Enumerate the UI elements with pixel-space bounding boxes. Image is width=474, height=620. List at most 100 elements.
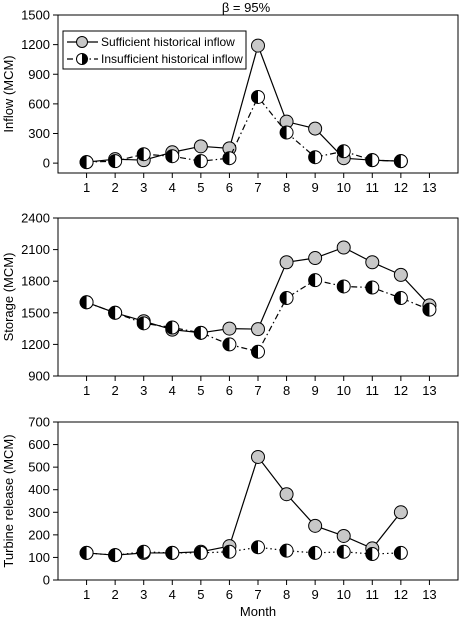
turbine-release-x-tick-label: 10: [336, 587, 350, 602]
turbine-release-x-tick-label: 6: [226, 587, 233, 602]
turbine-release-x-tick-label: 13: [422, 587, 436, 602]
storage-panel: 1 2 3 4 5 6 7 8 9 10 11 12 1390012001500180021002400…: [1, 211, 459, 398]
inflow-y-tick-label: 300: [28, 126, 50, 141]
storage-x-tick-label: 9: [312, 383, 319, 398]
inflow-insufficient-line: [86, 95, 401, 163]
turbine-release-x-tick-label: 2: [112, 587, 119, 602]
storage-x-tick-label: 13: [422, 383, 436, 398]
turbine-release-insufficient-point: [279, 543, 294, 558]
turbine-release-insufficient-point: [79, 545, 94, 560]
inflow-insufficient-point: [336, 144, 351, 159]
storage-x-tick-label: 12: [394, 383, 408, 398]
storage-insufficient-point: [251, 344, 265, 359]
turbine-release-x-tick-label: 9: [312, 587, 319, 602]
inflow-sufficient-point: [193, 139, 208, 154]
storage-insufficient-point: [165, 320, 180, 335]
turbine-release-insufficient-point: [108, 548, 123, 563]
turbine-release-sufficient-line: [86, 455, 402, 556]
storage-y-tick-label: 1500: [21, 305, 50, 320]
inflow-insufficient-point: [136, 147, 151, 162]
inflow-sufficient-point: [251, 38, 265, 53]
storage-y-tick-label: 2100: [21, 242, 50, 257]
turbine-release-y-axis-title: Turbine release (MCM): [1, 434, 16, 567]
turbine-release-sufficient-point: [279, 487, 294, 502]
inflow-insufficient-point: [222, 151, 237, 166]
storage-insufficient-point: [308, 273, 323, 288]
storage-x-tick-label: 10: [336, 383, 350, 398]
turbine-release-insufficient-point: [193, 545, 208, 560]
inflow-x-tick-label: 13: [422, 180, 436, 195]
turbine-release-insufficient-point: [251, 540, 265, 555]
turbine-release-y-tick-label: 200: [28, 527, 50, 542]
storage-x-tick-label: 8: [283, 383, 290, 398]
turbine-release-y-tick-label: 500: [28, 460, 50, 475]
storage-sufficient-point: [251, 322, 265, 337]
turbine-release-insufficient-point: [336, 544, 351, 559]
inflow-insufficient-point: [193, 154, 208, 169]
inflow-insufficient-point: [108, 154, 123, 169]
storage-x-tick-label: 2: [112, 383, 119, 398]
inflow-x-tick-label: 10: [336, 180, 350, 195]
turbine-release-x-tick-label: 11: [366, 587, 380, 602]
inflow-insufficient-point: [308, 150, 323, 165]
storage-x-tick-label: 7: [254, 383, 261, 398]
turbine-release-insufficient-point: [393, 545, 408, 560]
storage-insufficient-point: [222, 337, 237, 352]
storage-insufficient-point: [136, 316, 151, 331]
storage-insufficient-point: [108, 305, 123, 320]
turbine-release-y-tick-label: 600: [28, 437, 50, 452]
storage-x-tick-label: 1: [83, 383, 90, 398]
turbine-release-sufficient-point: [393, 505, 408, 520]
storage-sufficient-point: [222, 321, 237, 336]
turbine-release-y-tick-label: 700: [28, 415, 50, 430]
inflow-insufficient-point: [365, 153, 380, 168]
inflow-insufficient-point: [393, 154, 408, 169]
inflow-x-tick-label: 4: [169, 180, 176, 195]
turbine-release-sufficient-point: [336, 528, 351, 543]
storage-x-tick-label: 6: [226, 383, 233, 398]
storage-y-tick-label: 1800: [21, 274, 50, 289]
turbine-release-x-tick-label: 4: [169, 587, 176, 602]
storage-sufficient-point: [365, 255, 380, 270]
storage-insufficient-point: [393, 291, 408, 306]
legend-box: [62, 30, 247, 70]
turbine-release-y-tick-label: 400: [28, 482, 50, 497]
inflow-insufficient-point: [279, 125, 294, 140]
storage-insufficient-point: [422, 302, 437, 317]
turbine-release-y-tick-label: 0: [43, 573, 50, 588]
inflow-insufficient-point: [165, 149, 180, 164]
turbine-release-sufficient-point: [308, 518, 323, 533]
storage-y-axis-title: Storage (MCM): [1, 253, 16, 342]
storage-insufficient-point: [193, 325, 208, 340]
legend-sufficient-label: Sufficient historical inflow: [101, 35, 235, 49]
inflow-x-tick-label: 9: [312, 180, 319, 195]
storage-x-tick-label: 4: [169, 383, 176, 398]
storage-x-tick-label: 11: [366, 383, 380, 398]
inflow-y-axis-title: Inflow (MCM): [1, 55, 16, 132]
figure-title: β = 95%: [222, 0, 271, 15]
turbine-release-insufficient-point: [165, 545, 180, 560]
turbine-release-y-tick-label: 100: [28, 550, 50, 565]
turbine-release-insufficient-point: [365, 547, 380, 562]
legend-sufficient-marker: [76, 36, 88, 48]
legend: Sufficient historical inflow Insufficien…: [62, 30, 247, 70]
turbine-release-x-tick-label: 3: [140, 587, 147, 602]
turbine-release-insufficient-point: [308, 545, 323, 560]
inflow-sufficient-point: [308, 121, 323, 136]
turbine-release-x-axis-title: Month: [240, 604, 276, 619]
storage-x-tick-label: 3: [140, 383, 147, 398]
storage-insufficient-point: [279, 291, 294, 306]
storage-sufficient-point: [308, 251, 323, 266]
inflow-panel: 1 2 3 4 5 6 7 8 9 10 11 12 13030060090012001500Inflo…: [1, 8, 459, 195]
turbine-release-x-tick-label: 12: [394, 587, 408, 602]
legend-insufficient-label: Insufficient historical inflow: [101, 52, 243, 66]
inflow-x-tick-label: 12: [394, 180, 408, 195]
inflow-x-tick-label: 7: [254, 180, 261, 195]
storage-insufficient-point: [79, 295, 94, 310]
storage-sufficient-point: [393, 267, 408, 282]
inflow-y-tick-label: 600: [28, 96, 50, 111]
turbine-release-sufficient-point: [251, 449, 265, 464]
inflow-y-tick-label: 1500: [21, 8, 50, 23]
inflow-insufficient-point: [79, 155, 94, 170]
